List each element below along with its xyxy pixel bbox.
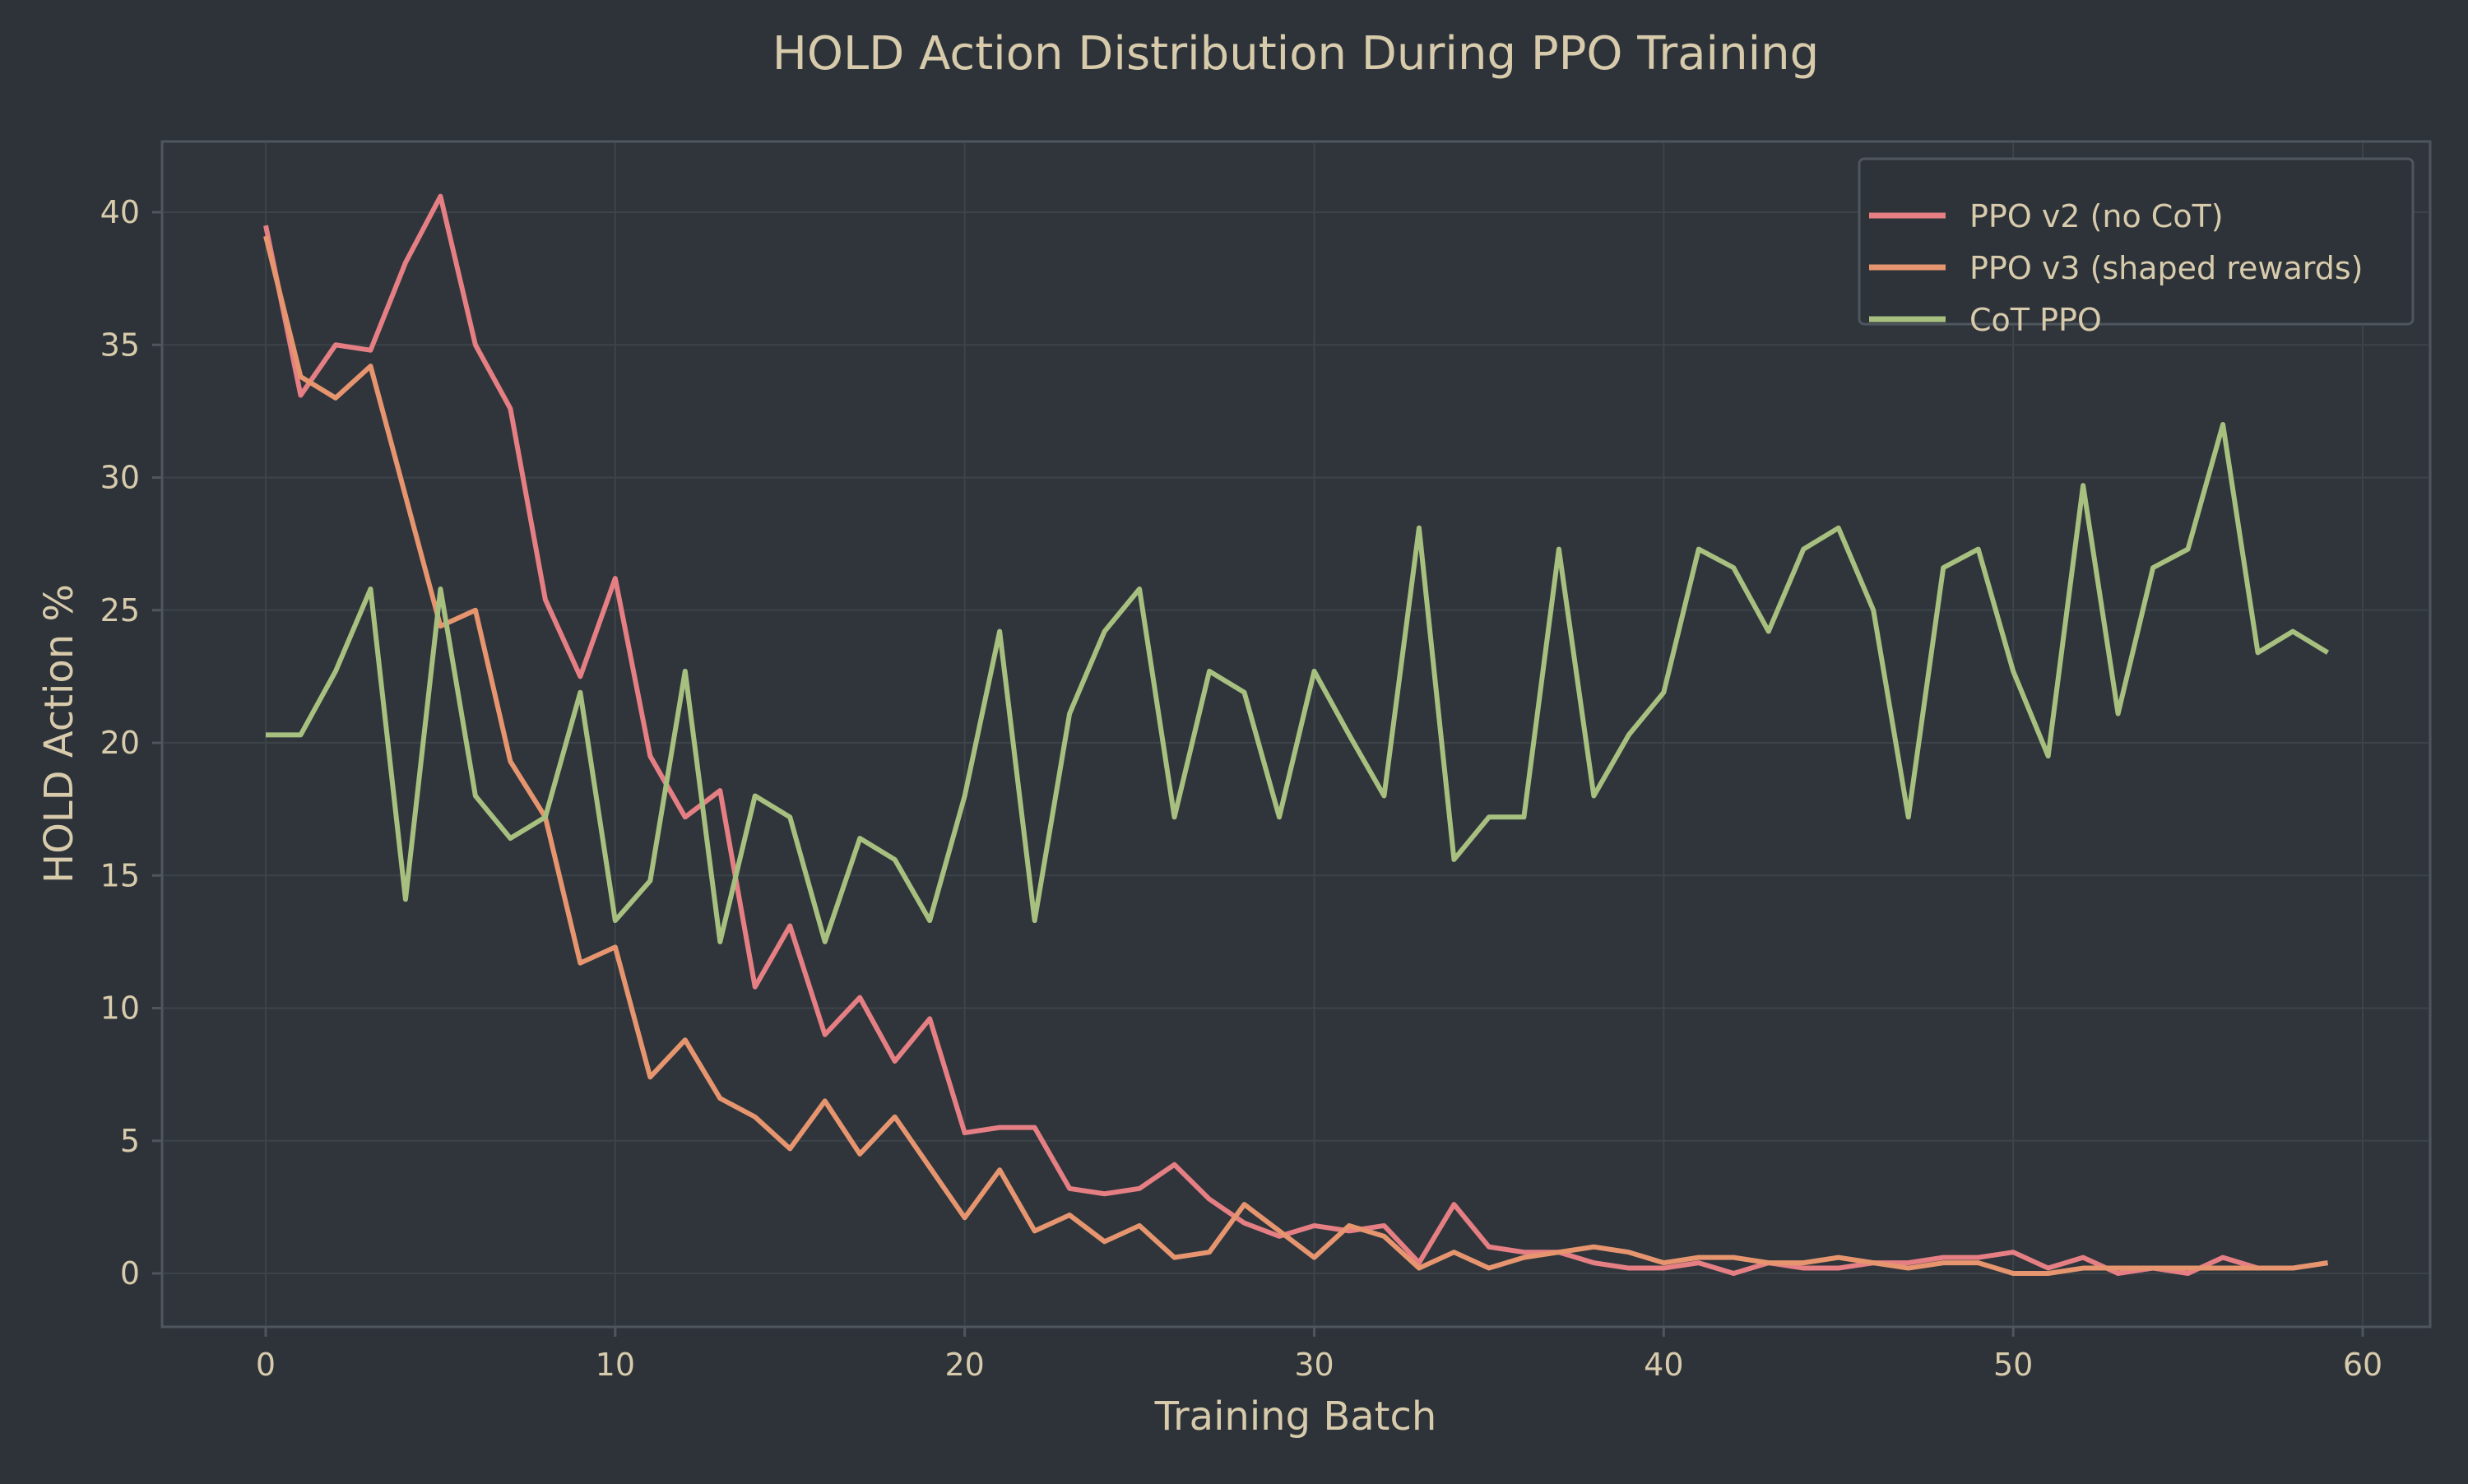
series-line-2 bbox=[266, 422, 2330, 944]
x-tick-label: 50 bbox=[1993, 1347, 2033, 1383]
legend: PPO v2 (no CoT) PPO v3 (shaped rewards) Co… bbox=[1858, 157, 2415, 338]
x-tick-label: 10 bbox=[596, 1347, 635, 1383]
grid bbox=[164, 143, 2429, 1325]
chart-title: HOLD Action Distribution During PPO Trai… bbox=[772, 27, 1819, 81]
y-tick-label: 15 bbox=[100, 857, 140, 893]
y-tick-label: 20 bbox=[100, 725, 140, 761]
x-tick-label: 30 bbox=[1294, 1347, 1334, 1383]
x-tick-label: 20 bbox=[944, 1347, 984, 1383]
legend-box bbox=[1858, 157, 2415, 326]
x-tick-label: 60 bbox=[2343, 1347, 2382, 1383]
y-axis-ticks: 0 5 10 15 20 25 30 35 40 bbox=[100, 194, 162, 1292]
legend-label: CoT PPO bbox=[1969, 302, 2102, 338]
x-tick-label: 40 bbox=[1644, 1347, 1683, 1383]
y-tick-label: 5 bbox=[120, 1123, 140, 1159]
y-tick-label: 30 bbox=[100, 460, 140, 496]
y-tick-label: 0 bbox=[120, 1255, 140, 1292]
y-tick-label: 35 bbox=[100, 327, 140, 363]
legend-label: PPO v3 (shaped rewards) bbox=[1969, 250, 2364, 286]
y-tick-label: 40 bbox=[100, 194, 140, 230]
y-tick-label: 10 bbox=[100, 990, 140, 1027]
y-axis-label: HOLD Action % bbox=[36, 584, 82, 883]
series-line-1 bbox=[263, 235, 2328, 1276]
series-lines bbox=[263, 193, 2330, 1276]
x-axis-label: Training Batch bbox=[1154, 1394, 1437, 1440]
y-tick-label: 25 bbox=[100, 592, 140, 628]
series-line-0 bbox=[263, 193, 2328, 1276]
x-tick-label: 0 bbox=[256, 1347, 276, 1383]
x-axis-ticks: 0 10 20 30 40 50 60 bbox=[256, 1327, 2382, 1383]
legend-label: PPO v2 (no CoT) bbox=[1969, 198, 2224, 234]
